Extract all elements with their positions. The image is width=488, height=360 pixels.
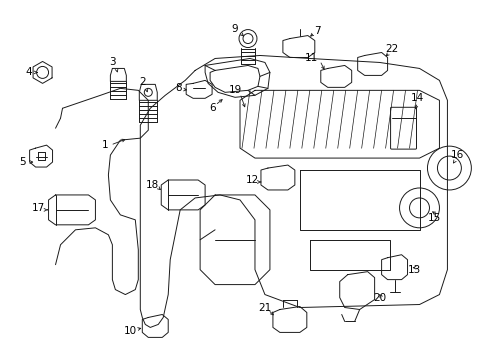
Text: 9: 9	[231, 24, 238, 33]
Text: 17: 17	[32, 203, 45, 213]
Text: 5: 5	[20, 157, 26, 167]
Text: 14: 14	[410, 93, 423, 103]
Text: 4: 4	[25, 67, 32, 77]
Text: 18: 18	[145, 180, 159, 190]
Text: 7: 7	[314, 26, 321, 36]
Text: 12: 12	[245, 175, 258, 185]
Text: 6: 6	[208, 103, 215, 113]
Text: 20: 20	[372, 293, 386, 302]
Text: 19: 19	[228, 85, 241, 95]
Text: 10: 10	[123, 327, 137, 336]
Text: 11: 11	[305, 54, 318, 63]
Text: 21: 21	[258, 302, 271, 312]
Text: 1: 1	[102, 140, 108, 150]
Text: 8: 8	[175, 84, 181, 93]
Text: 16: 16	[450, 150, 463, 160]
Text: 15: 15	[427, 213, 440, 223]
Text: 3: 3	[109, 58, 116, 67]
Text: 13: 13	[407, 265, 420, 275]
Text: 22: 22	[384, 44, 397, 54]
Text: 2: 2	[139, 77, 145, 87]
